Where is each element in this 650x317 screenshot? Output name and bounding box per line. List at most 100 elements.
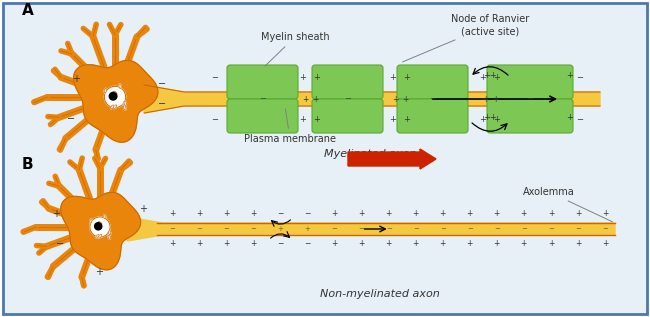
Circle shape <box>95 223 102 230</box>
Text: −: − <box>548 226 554 232</box>
FancyArrow shape <box>348 149 436 169</box>
Text: +: + <box>196 210 203 218</box>
Polygon shape <box>73 61 158 142</box>
Text: −: − <box>575 226 581 232</box>
Text: +: + <box>196 240 203 249</box>
FancyBboxPatch shape <box>3 3 647 314</box>
FancyBboxPatch shape <box>227 65 298 99</box>
Text: +: + <box>52 209 60 219</box>
Ellipse shape <box>124 106 126 110</box>
FancyBboxPatch shape <box>312 99 383 133</box>
FancyBboxPatch shape <box>487 99 573 133</box>
Ellipse shape <box>98 222 102 225</box>
Polygon shape <box>60 192 140 270</box>
Text: +: + <box>305 226 311 232</box>
Text: −: − <box>577 115 584 125</box>
Text: +: + <box>404 115 410 125</box>
Text: +: + <box>521 210 527 218</box>
Text: +: + <box>567 113 573 122</box>
Text: +: + <box>402 94 408 103</box>
Text: +: + <box>482 94 488 103</box>
Text: +: + <box>404 74 410 82</box>
Text: Myelin sheath: Myelin sheath <box>261 32 330 66</box>
Ellipse shape <box>124 101 127 106</box>
Text: A: A <box>22 3 34 18</box>
Ellipse shape <box>108 231 110 235</box>
Text: −: − <box>251 226 257 232</box>
Text: ++: ++ <box>483 113 497 122</box>
Text: +: + <box>169 210 176 218</box>
Text: +: + <box>302 94 308 103</box>
Text: −: − <box>602 226 608 232</box>
Text: +: + <box>492 94 498 103</box>
Text: −: − <box>521 226 527 232</box>
Ellipse shape <box>113 91 117 94</box>
Text: +: + <box>300 115 306 125</box>
Text: −: − <box>278 210 284 218</box>
Text: −: − <box>413 226 419 232</box>
Text: −: − <box>526 94 534 103</box>
Text: +: + <box>548 240 554 249</box>
Text: +: + <box>602 240 608 249</box>
Text: −: − <box>67 114 75 124</box>
Text: +: + <box>312 94 318 103</box>
Text: −: − <box>344 94 351 103</box>
Text: −: − <box>577 74 584 82</box>
Text: −: − <box>259 94 266 103</box>
Text: +: + <box>521 240 527 249</box>
Text: +: + <box>385 210 392 218</box>
Circle shape <box>109 93 117 100</box>
Ellipse shape <box>109 231 111 235</box>
Text: −: − <box>359 226 365 232</box>
Text: B: B <box>22 157 34 172</box>
Ellipse shape <box>111 105 114 109</box>
Text: −: − <box>158 79 166 89</box>
Ellipse shape <box>104 88 107 93</box>
Text: +: + <box>602 210 608 218</box>
Ellipse shape <box>113 105 117 109</box>
Text: +: + <box>575 240 581 249</box>
Ellipse shape <box>90 219 92 223</box>
Text: −: − <box>440 226 446 232</box>
Text: −: − <box>56 239 64 249</box>
Text: +: + <box>385 240 392 249</box>
Text: +: + <box>250 240 257 249</box>
Text: +: + <box>95 267 103 277</box>
Text: +: + <box>313 115 320 125</box>
Text: Non-myelinated axon: Non-myelinated axon <box>320 289 440 299</box>
Text: −: − <box>278 240 284 249</box>
Ellipse shape <box>119 84 122 88</box>
Ellipse shape <box>123 101 125 106</box>
Text: +: + <box>413 210 419 218</box>
Text: −: − <box>170 226 176 232</box>
FancyBboxPatch shape <box>312 65 383 99</box>
Text: −: − <box>196 226 202 232</box>
Text: −: − <box>494 226 500 232</box>
Text: +: + <box>567 71 573 80</box>
Text: +: + <box>480 115 486 125</box>
Text: ++: ++ <box>483 71 497 80</box>
Text: −: − <box>211 115 218 125</box>
FancyBboxPatch shape <box>227 99 298 133</box>
Text: +: + <box>224 240 229 249</box>
Text: −: − <box>211 74 218 82</box>
Text: +: + <box>493 240 500 249</box>
Text: −: − <box>385 226 392 232</box>
Ellipse shape <box>108 235 111 239</box>
Text: Node of Ranvier
(active site): Node of Ranvier (active site) <box>402 14 529 62</box>
Text: +: + <box>224 210 229 218</box>
Polygon shape <box>127 217 615 241</box>
Text: +: + <box>332 210 338 218</box>
Polygon shape <box>144 85 600 113</box>
Text: −: − <box>332 226 337 232</box>
Text: +: + <box>413 240 419 249</box>
Text: +: + <box>392 94 398 103</box>
Text: +: + <box>493 210 500 218</box>
FancyBboxPatch shape <box>397 65 468 99</box>
Ellipse shape <box>104 215 106 219</box>
Circle shape <box>90 217 110 237</box>
Text: −: − <box>304 210 311 218</box>
Ellipse shape <box>96 235 99 238</box>
Text: +: + <box>72 74 80 84</box>
Text: +: + <box>313 74 320 82</box>
